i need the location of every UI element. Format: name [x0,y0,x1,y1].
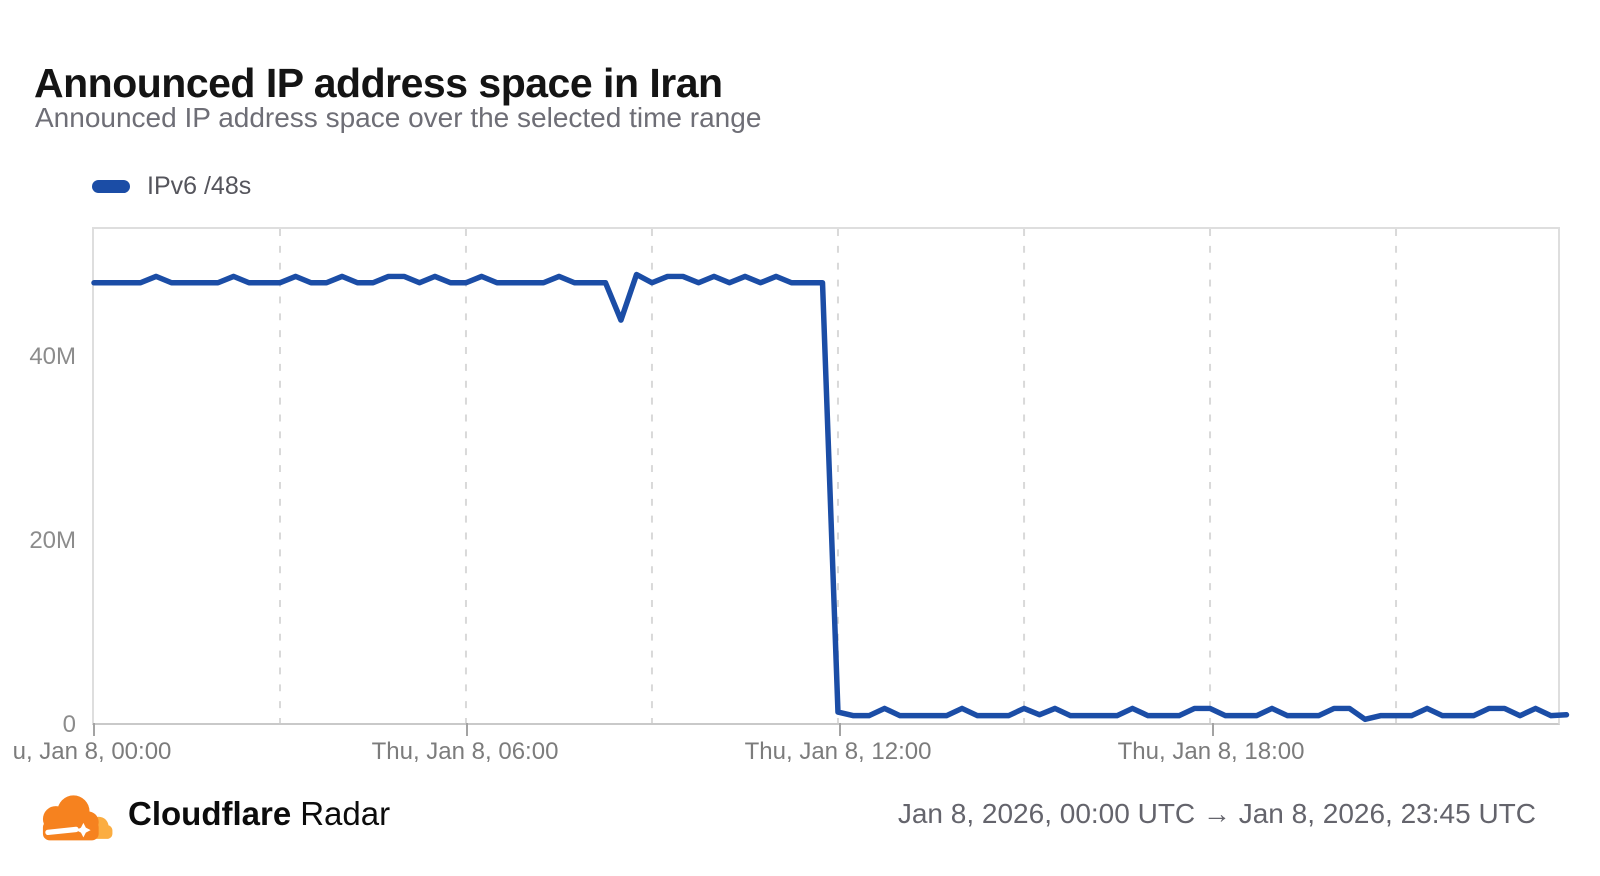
x-tick-label: Thu, Jan 8, 12:00 [744,738,932,765]
y-tick-label: 20M [29,527,76,555]
page-subtitle: Announced IP address space over the sele… [35,102,762,133]
brand-name: Cloudflare [128,795,292,832]
x-tick-label: Thu, Jan 8, 06:00 [371,738,559,765]
page-title: Announced IP address space in Iran [34,60,723,107]
x-tick-mark [466,723,469,736]
x-tick-label: Thu, Jan 8, 18:00 [1117,738,1305,765]
brand-product: Radar [300,795,391,832]
x-axis-labels: u, Jan 8, 00:00 Thu, Jan 8, 06:00 Thu, Jan… [13,738,1560,768]
y-tick-label: 0 [62,711,76,738]
date-range-label: Jan 8, 2026, 00:00 UTC → Jan 8, 2026, 23… [897,798,1536,829]
x-tick-label: u, Jan 8, 00:00 [12,738,172,765]
chart-svg [91,229,1570,723]
y-axis-labels: 40M 20M 0 [0,227,76,738]
cloudflare-radar-link[interactable]: Cloudflare Radar [128,794,390,834]
legend-swatch-icon [92,180,130,193]
x-tick-mark [93,723,95,736]
cloudflare-logo-icon [42,795,113,841]
plot-area [91,227,1570,736]
legend-item[interactable]: IPv6 /48s [92,172,251,201]
legend-label: IPv6 /48s [147,172,252,200]
y-tick-label: 40M [29,343,76,371]
x-tick-mark [1212,723,1215,736]
x-tick-mark [839,723,842,736]
